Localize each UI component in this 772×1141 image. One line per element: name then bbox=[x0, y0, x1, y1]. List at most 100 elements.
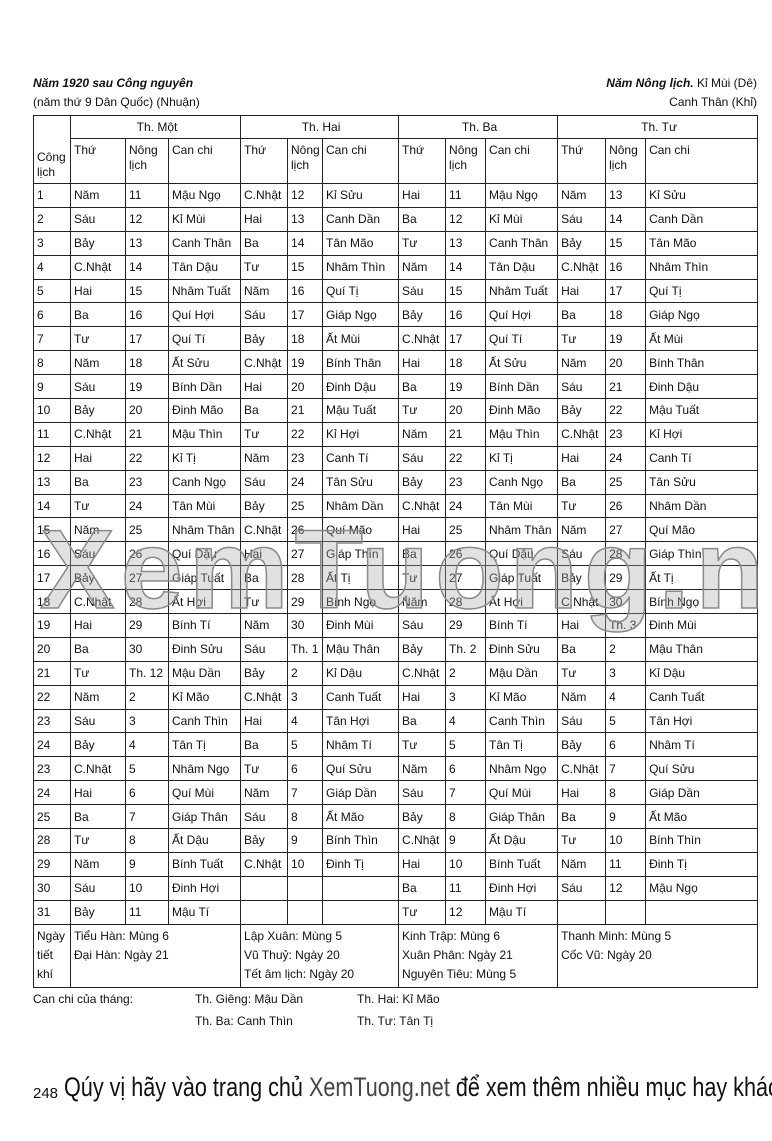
canchi-cell: Quí Sửu bbox=[322, 756, 400, 782]
canchi-cell: Quí Tí bbox=[167, 326, 242, 352]
day-cell: 4 bbox=[33, 254, 71, 280]
canchi-cell: Quí Hợi bbox=[485, 302, 559, 328]
lunar-day-cell: 21 bbox=[605, 374, 647, 400]
weekday-cell: Năm bbox=[240, 780, 289, 806]
weekday-cell: Ba bbox=[240, 230, 289, 256]
canchi-cell bbox=[322, 875, 400, 901]
month-canchi-4: Th. Tư: Tân Tị bbox=[357, 1014, 434, 1028]
lunar-day-cell: 5 bbox=[605, 708, 647, 734]
canchi-cell: Bính Dần bbox=[167, 374, 242, 400]
weekday-cell: Tư bbox=[398, 732, 447, 758]
lunar-day-cell: 20 bbox=[287, 374, 324, 400]
lunar-day-cell bbox=[605, 899, 647, 925]
weekday-cell: Sáu bbox=[557, 875, 607, 901]
canchi-cell: Bính Dần bbox=[485, 374, 559, 400]
canchi-cell: Bính Ngọ bbox=[322, 589, 400, 615]
lunar-day-cell: 3 bbox=[125, 708, 169, 734]
lunar-day-cell: 15 bbox=[125, 278, 169, 304]
canchi-cell: Kỉ Sửu bbox=[322, 183, 400, 208]
canchi-cell: Giáp Ngọ bbox=[322, 302, 400, 328]
weekday-cell: C.Nhật bbox=[70, 254, 126, 280]
canchi-cell: Quí Sửu bbox=[645, 756, 759, 782]
canchi-cell: Tân Mão bbox=[645, 230, 759, 256]
day-cell: 20 bbox=[33, 636, 71, 662]
canchi-cell: Ất Mão bbox=[322, 804, 400, 830]
canchi-cell: Giáp Thìn bbox=[645, 541, 759, 567]
canchi-cell: Kỉ Mùi bbox=[485, 206, 559, 232]
weekday-cell: Bảy bbox=[398, 302, 447, 328]
weekday-cell: Ba bbox=[557, 302, 607, 328]
table-row: 29 Năm 9 Bính Tuất C.Nhật 10 Đinh Tị Hai 10 Bính … bbox=[33, 851, 759, 877]
weekday-cell: Sáu bbox=[557, 708, 607, 734]
weekday-cell bbox=[240, 875, 289, 901]
weekday-cell: Năm bbox=[557, 851, 607, 877]
lunar-day-cell: Th. 3 bbox=[605, 613, 647, 638]
table-row: 5 Hai 15 Nhâm Tuất Năm 16 Quí Tị Sáu 15 Nhâm Tuất… bbox=[33, 278, 759, 304]
canchi-cell: Ất Dậu bbox=[485, 828, 559, 853]
weekday-cell: Bảy bbox=[557, 230, 607, 256]
lunar-day-cell: 24 bbox=[125, 493, 169, 519]
canchi-cell: Kỉ Mùi bbox=[167, 206, 242, 232]
canchi-cell: Đinh Sửu bbox=[167, 636, 242, 662]
canchi-cell: Quí Mùi bbox=[485, 780, 559, 806]
canchi-cell: Nhâm Dần bbox=[322, 493, 400, 519]
weekday-cell: Năm bbox=[70, 350, 126, 376]
lunar-day-cell: 13 bbox=[287, 206, 324, 232]
lunar-day-cell: 30 bbox=[287, 613, 324, 638]
lunar-day-cell: 6 bbox=[125, 780, 169, 806]
day-cell: 10 bbox=[33, 398, 71, 423]
canchi-cell: Kỉ Sửu bbox=[645, 183, 759, 208]
lunar-day-cell: 7 bbox=[125, 804, 169, 830]
canchi-cell: Quí Hợi bbox=[167, 302, 242, 328]
weekday-cell: Bảy bbox=[70, 565, 126, 591]
banner-site-link[interactable]: XemTuong.net bbox=[308, 1072, 450, 1102]
weekday-cell: Tư bbox=[240, 421, 289, 447]
canchi-cell: Ất Hợi bbox=[485, 589, 559, 615]
lunar-day-cell: 4 bbox=[605, 684, 647, 710]
lunar-day-cell: 22 bbox=[125, 445, 169, 471]
weekday-cell: Tư bbox=[398, 398, 447, 423]
lunar-day-cell: 3 bbox=[605, 660, 647, 686]
footer-label: Ngày tiết khí bbox=[33, 923, 71, 988]
lunar-day-cell: 12 bbox=[605, 875, 647, 901]
weekday-cell: C.Nhật bbox=[240, 183, 289, 208]
canchi-cell: Giáp Thìn bbox=[322, 541, 400, 567]
lunar-day-cell: 25 bbox=[287, 493, 324, 519]
lunar-day-cell: 28 bbox=[287, 565, 324, 591]
table-row: 22 Năm 2 Kỉ Mão C.Nhật 3 Canh Tuất Hai 3 Kỉ Mão Nă… bbox=[33, 684, 759, 710]
weekday-cell: Hai bbox=[240, 374, 289, 400]
canchi-cell: Đinh Hợi bbox=[167, 875, 242, 901]
weekday-cell: Bảy bbox=[557, 732, 607, 758]
page-number: 248 bbox=[33, 1085, 59, 1102]
day-cell: 19 bbox=[33, 613, 71, 638]
col-header-lunar-day: Nông lịch bbox=[605, 138, 647, 184]
canchi-cell: Giáp Dần bbox=[645, 780, 759, 806]
lunar-day-cell: 6 bbox=[287, 756, 324, 782]
lunar-day-cell: 9 bbox=[125, 851, 169, 877]
canchi-cell: Nhâm Dần bbox=[645, 493, 759, 519]
weekday-cell: Ba bbox=[70, 302, 126, 328]
lunar-day-cell: 10 bbox=[125, 875, 169, 901]
lunar-day-cell: 4 bbox=[125, 732, 169, 758]
lunar-day-cell: 5 bbox=[445, 732, 487, 758]
lunar-day-cell: 17 bbox=[125, 326, 169, 352]
day-cell: 15 bbox=[33, 517, 71, 543]
canchi-cell: Ất Mùi bbox=[322, 326, 400, 352]
canchi-cell: Ất Sửu bbox=[167, 350, 242, 376]
col-header-lunar-day: Nông lịch bbox=[125, 138, 169, 184]
table-row: 17 Bảy 27 Giáp Tuất Ba 28 Ất Tị Tư 27 Giáp Tuất Bả… bbox=[33, 565, 759, 591]
canchi-cell: Mậu Thân bbox=[645, 636, 759, 662]
table-row: 20 Ba 30 Đinh Sửu Sáu Th. 1 Mậu Thân Bảy Th. 2 Đi… bbox=[33, 636, 759, 662]
day-cell: 29 bbox=[33, 851, 71, 877]
canchi-cell: Kỉ Hợi bbox=[645, 421, 759, 447]
weekday-cell: Năm bbox=[240, 613, 289, 638]
table-row: 18 C.Nhật 28 Ất Hợi Tư 29 Bính Ngọ Năm 28 Ất Hợi C… bbox=[33, 589, 759, 615]
weekday-cell: C.Nhật bbox=[398, 493, 447, 519]
table-row: 21 Tư Th. 12 Mậu Dần Bảy 2 Kỉ Dậu C.Nhật 2 Mậu Dầ… bbox=[33, 660, 759, 686]
canchi-cell: Kỉ Dậu bbox=[322, 660, 400, 686]
weekday-cell: Hai bbox=[240, 541, 289, 567]
canchi-cell: Giáp Tuất bbox=[167, 565, 242, 591]
lunar-day-cell: 6 bbox=[445, 756, 487, 782]
table-row: 31 Bảy 11 Mậu Tí Tư 12 Mậu Tí bbox=[33, 899, 759, 925]
weekday-cell: Năm bbox=[240, 278, 289, 304]
